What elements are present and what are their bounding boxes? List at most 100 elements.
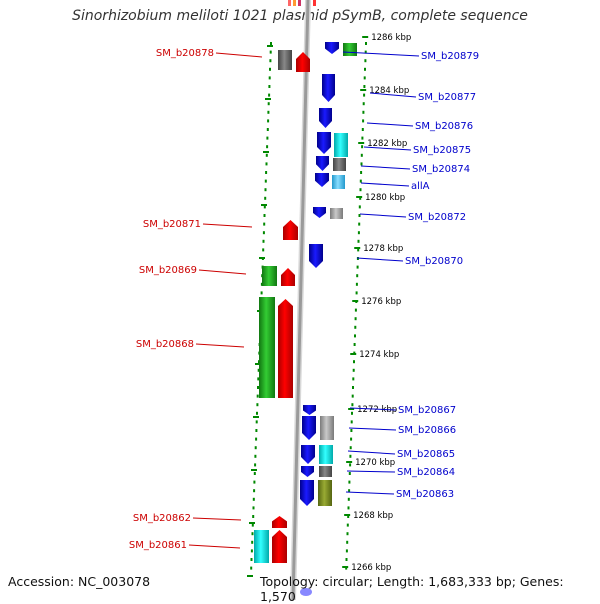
ruler-dot	[360, 171, 363, 174]
ruler-dot	[361, 128, 364, 131]
gene-feature	[302, 416, 316, 440]
gene-feature	[300, 480, 314, 506]
ruler-dot	[349, 463, 352, 467]
ruler-dot	[346, 540, 349, 544]
leader-line	[195, 343, 245, 348]
gene-feature	[259, 297, 275, 398]
ruler-dot	[263, 222, 266, 226]
accession-label: Accession: NC_003078	[8, 574, 151, 589]
ruler-dot	[350, 429, 353, 432]
gene-feature	[301, 466, 314, 477]
gene-feature	[262, 266, 277, 286]
top-marker	[288, 0, 291, 6]
ruler-dot	[356, 274, 359, 278]
ruler-dot	[264, 188, 267, 192]
ruler-dot	[359, 196, 362, 200]
ruler-dot	[357, 231, 360, 235]
ruler-dot	[347, 497, 350, 501]
gene-feature	[333, 158, 346, 171]
ruler-dot	[361, 145, 364, 149]
ruler-tick-label: 1266 kbp	[351, 563, 391, 573]
gene-feature	[325, 42, 339, 54]
ruler-dot	[252, 497, 255, 501]
ruler-dot	[364, 50, 367, 54]
ruler-dot	[265, 171, 268, 174]
ruler-dot	[362, 102, 365, 106]
ruler-dot	[357, 248, 360, 252]
ruler-dot	[362, 119, 365, 123]
map-title: Sinorhizobium meliloti 1021 plasmid pSym…	[72, 8, 528, 24]
ruler-dot	[361, 136, 364, 140]
gene-label: SM_b20871	[143, 219, 201, 230]
leader-line	[360, 165, 411, 170]
gene-feature	[313, 207, 326, 218]
gene-feature	[319, 466, 332, 477]
ruler-dot	[351, 411, 353, 415]
ruler-ticks: 1286 kbp 1284 kbp 1282 kbp 1280 kbp 1278 kbp…	[247, 33, 411, 577]
ruler-dot	[263, 205, 266, 209]
ruler-dot	[362, 110, 365, 114]
gene-label: SM_b20872	[408, 212, 466, 223]
ruler-tick-label: 1274 kbp	[359, 350, 399, 360]
gene-feature	[296, 52, 310, 72]
leader-line	[342, 51, 420, 57]
gene-label: SM_b20879	[421, 51, 479, 62]
ruler-dot	[262, 231, 265, 235]
leader-line	[369, 92, 417, 98]
ruler-dot	[265, 162, 268, 166]
ruler-dot	[360, 162, 363, 166]
ruler-tick-label: 1276 kbp	[361, 297, 401, 307]
ruler-dot	[365, 42, 367, 45]
ruler-dot	[267, 102, 270, 106]
ruler-dot	[252, 515, 255, 518]
leader-line	[356, 257, 404, 262]
ruler-dot	[352, 368, 355, 372]
gene-label: allA	[411, 181, 430, 192]
ruler-dot	[352, 377, 355, 381]
backbone-line	[291, 0, 310, 600]
backbone	[288, 0, 316, 600]
features	[254, 42, 357, 563]
ruler-dot	[254, 446, 257, 450]
gene-feature	[315, 173, 329, 187]
ruler-dot	[355, 291, 358, 295]
gene-feature	[272, 530, 287, 563]
ruler-tick-label: 1286 kbp	[371, 33, 411, 43]
ruler-dot	[253, 472, 256, 475]
gene-feature	[317, 132, 331, 154]
ruler-dot	[251, 532, 254, 536]
gene-feature	[319, 108, 332, 128]
ruler-dot	[345, 566, 348, 570]
ruler-tick-label: 1272 kbp	[357, 405, 397, 415]
gene-label: SM_b20864	[397, 467, 455, 478]
gene-label: SM_b20868	[136, 339, 194, 350]
label-leaders	[188, 51, 420, 549]
leader-line	[345, 491, 395, 495]
gene-label: SM_b20866	[398, 425, 456, 436]
ruler-dot	[348, 472, 351, 475]
ruler-dot	[250, 566, 253, 570]
leader-line	[348, 427, 397, 431]
gene-feature	[330, 208, 343, 219]
ruler-dot	[255, 420, 258, 424]
ruler-dot	[265, 153, 268, 157]
ruler-dot	[260, 291, 263, 295]
top-marker	[293, 0, 296, 6]
ruler-tick-label: 1284 kbp	[369, 86, 409, 96]
ruler-dot	[250, 558, 253, 561]
leader-line	[192, 517, 242, 521]
ruler-dot	[250, 549, 253, 553]
ruler-dot	[256, 403, 259, 407]
ruler-dot	[269, 59, 272, 63]
gene-label: SM_b20876	[415, 121, 473, 132]
ruler-dot	[349, 446, 352, 450]
gene-label: SM_b20878	[156, 48, 214, 59]
ruler-dot	[358, 222, 361, 226]
ruler-dot	[269, 50, 272, 54]
ruler-dot	[256, 394, 259, 398]
gene-label: SM_b20862	[133, 513, 191, 524]
gene-feature	[281, 268, 295, 286]
gene-feature	[303, 405, 316, 415]
gene-labels: SM_b20878 SM_b20871 SM_b20869 SM_b20868 SM_b…	[129, 48, 479, 551]
